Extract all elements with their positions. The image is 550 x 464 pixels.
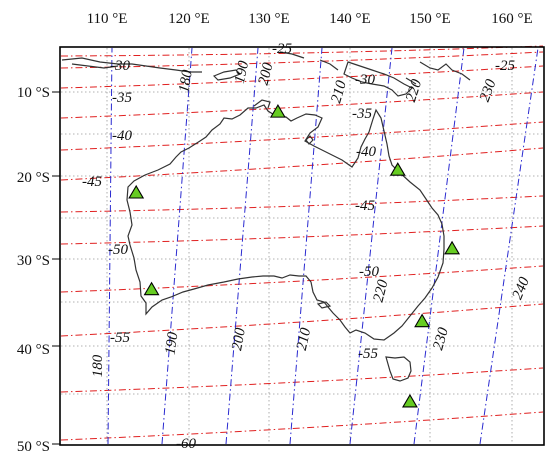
lon-label-140: 140 °E: [329, 11, 370, 27]
blue-label: 220: [403, 77, 425, 104]
blue-label: 230: [430, 325, 452, 352]
red-contour: [60, 65, 544, 89]
australia-coastline: [126, 104, 445, 341]
red-contour: [60, 51, 544, 69]
lon-label-150: 150 °E: [409, 11, 450, 27]
red-contour: [60, 121, 544, 151]
blue-contour: [413, 47, 465, 445]
red-contour: [60, 411, 544, 441]
red-contour: [60, 91, 544, 119]
blue-label: 220: [371, 278, 392, 304]
blue-label: 240: [510, 275, 533, 302]
lat-label-30: 30 °S: [17, 253, 50, 269]
red-label: -55: [110, 330, 130, 346]
lon-label-120: 120 °E: [168, 11, 209, 27]
red-label: -40: [112, 128, 132, 144]
station-west-marker: [128, 184, 145, 199]
red-label: -35: [352, 106, 372, 122]
blue-label: 200: [256, 61, 277, 87]
longitude-labels: 110 °E 120 °E 130 °E 140 °E 150 °E 160 °…: [87, 11, 533, 27]
station-southwest-marker: [143, 281, 160, 296]
red-label: -60: [176, 436, 196, 452]
melville-island: [253, 99, 271, 109]
red-contour: [60, 195, 544, 213]
station-east-marker: [444, 240, 461, 255]
blue-contour: [289, 47, 323, 445]
new-guinea-coastline: [343, 61, 414, 97]
station-tasmania-marker: [401, 393, 418, 408]
blue-label: 230: [477, 77, 500, 104]
lat-label-10: 10 °S: [17, 85, 50, 101]
timor-coastline: [212, 69, 242, 81]
tasmania-coastline: [385, 356, 412, 382]
red-label: -50: [108, 242, 128, 258]
blue-contour: [107, 47, 113, 445]
blue-contour-labels: 180 180 190 190 200 200 210 210 220 220 …: [90, 59, 533, 377]
red-label: -30: [110, 58, 130, 74]
red-contour: [60, 45, 544, 57]
axis-ticks: [52, 91, 60, 445]
map-frame: [59, 46, 545, 446]
island-chain-north: [61, 57, 202, 73]
blue-contour: [161, 47, 193, 445]
station-southeast-marker: [414, 313, 431, 328]
red-contour: [60, 367, 544, 393]
lon-label-160: 160 °E: [491, 11, 532, 27]
blue-contour: [479, 47, 539, 445]
lat-label-40: 40 °S: [17, 342, 50, 358]
station-north-marker: [269, 104, 286, 118]
red-label: -55: [358, 346, 378, 362]
station-markers: [128, 104, 461, 408]
blue-label: 180: [176, 68, 196, 93]
red-label: -35: [112, 90, 132, 106]
station-northeast-marker: [389, 162, 406, 176]
red-label: -40: [356, 144, 376, 160]
red-label: -30: [355, 72, 375, 88]
kangaroo-island: [316, 301, 332, 309]
blue-contour: [349, 47, 393, 445]
red-contour: [60, 303, 544, 337]
red-contour-labels: -25 -25 -30 -30 -35 -35 -40 -40 -45 -45 …: [82, 41, 515, 452]
blue-contour-lines: [107, 47, 539, 445]
red-contour-lines: [60, 45, 544, 441]
red-contour: [60, 225, 544, 245]
latitude-labels: 10 °S 20 °S 30 °S 40 °S 50 °S: [17, 85, 50, 455]
blue-label: 210: [294, 326, 314, 352]
blue-contour: [225, 47, 259, 445]
islands-north-east: [279, 51, 471, 85]
red-label: -45: [355, 198, 375, 214]
lat-label-20: 20 °S: [17, 170, 50, 186]
red-label: -45: [82, 174, 102, 190]
blue-label: 180: [90, 354, 106, 377]
groote-eylandt: [305, 135, 314, 145]
red-label: -25: [272, 41, 292, 57]
blue-label: 190: [163, 331, 182, 356]
red-contour: [60, 147, 544, 181]
lon-label-110: 110 °E: [87, 11, 128, 27]
blue-label: 200: [229, 326, 249, 351]
blue-label: 210: [328, 78, 350, 105]
blue-label: 190: [232, 59, 252, 85]
red-contour: [60, 265, 544, 293]
lat-label-50: 50 °S: [17, 439, 50, 455]
red-label: -50: [359, 264, 379, 280]
graticule-grid: [61, 48, 543, 444]
lon-label-130: 130 °E: [248, 11, 289, 27]
coastline: [61, 51, 471, 382]
red-label: -25: [495, 58, 515, 74]
